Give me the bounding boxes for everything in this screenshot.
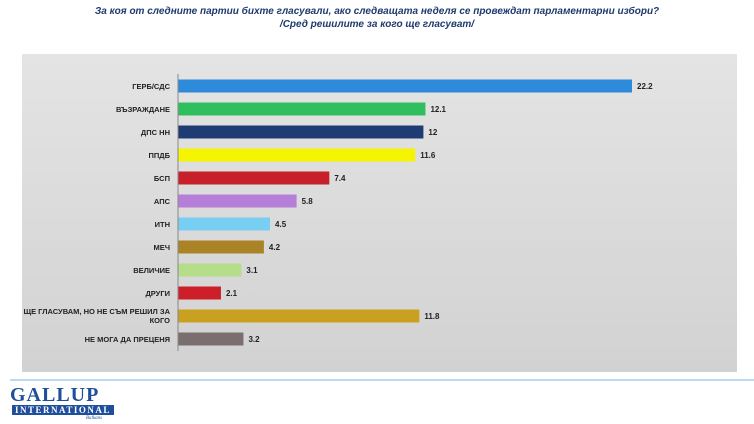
category-label: ДПС НН [140, 127, 170, 137]
bar [178, 286, 221, 300]
value-label: 2.1 [226, 289, 238, 298]
chart-title: За коя от следните партии бихте гласувал… [94, 6, 660, 17]
bar [178, 332, 244, 346]
value-label: 5.8 [302, 197, 314, 206]
value-label: 22.2 [637, 82, 653, 91]
bar [178, 79, 632, 93]
category-label: ГЕРБ/СДС [132, 81, 170, 91]
value-label: 11.6 [420, 151, 436, 160]
logo-name: GALLUP [10, 384, 100, 406]
category-label: ИТН [154, 219, 170, 229]
category-label: НЕ МОГА ДА ПРЕЦЕНЯ [84, 334, 170, 344]
chart-subtitle: /Сред решилите за кого ще гласуват/ [279, 19, 475, 30]
value-label: 7.4 [334, 174, 346, 183]
bar [178, 309, 420, 323]
value-label: 4.5 [275, 220, 287, 229]
category-label: ВЪЗРАЖДАНЕ [116, 104, 170, 114]
bar [178, 102, 426, 116]
value-label: 4.2 [269, 243, 281, 252]
value-label: 12.1 [430, 105, 446, 114]
bar [178, 240, 264, 254]
value-label: 3.2 [248, 335, 260, 344]
bar [178, 217, 271, 231]
value-label: 12 [428, 128, 437, 137]
category-label: МЕЧ [153, 242, 170, 252]
category-label: ППДБ [148, 150, 170, 160]
bar [178, 171, 330, 185]
value-label: 3.1 [246, 266, 258, 275]
category-label: АПС [153, 196, 170, 206]
bar [178, 125, 424, 139]
category-label: ЩЕ ГЛАСУВАМ, НО НЕ СЪМ РЕШИЛ ЗА КОГО [23, 307, 170, 325]
category-label: ВЕЛИЧИЕ [133, 265, 170, 275]
bar [178, 263, 242, 277]
category-label: ДРУГИ [145, 288, 170, 298]
bar [178, 148, 416, 162]
value-label: 11.8 [424, 312, 440, 321]
category-label: БСП [153, 173, 170, 183]
bar [178, 194, 297, 208]
logo-line2: INTERNATIONAL [12, 405, 114, 415]
logo-line3: Balkans [86, 416, 103, 421]
